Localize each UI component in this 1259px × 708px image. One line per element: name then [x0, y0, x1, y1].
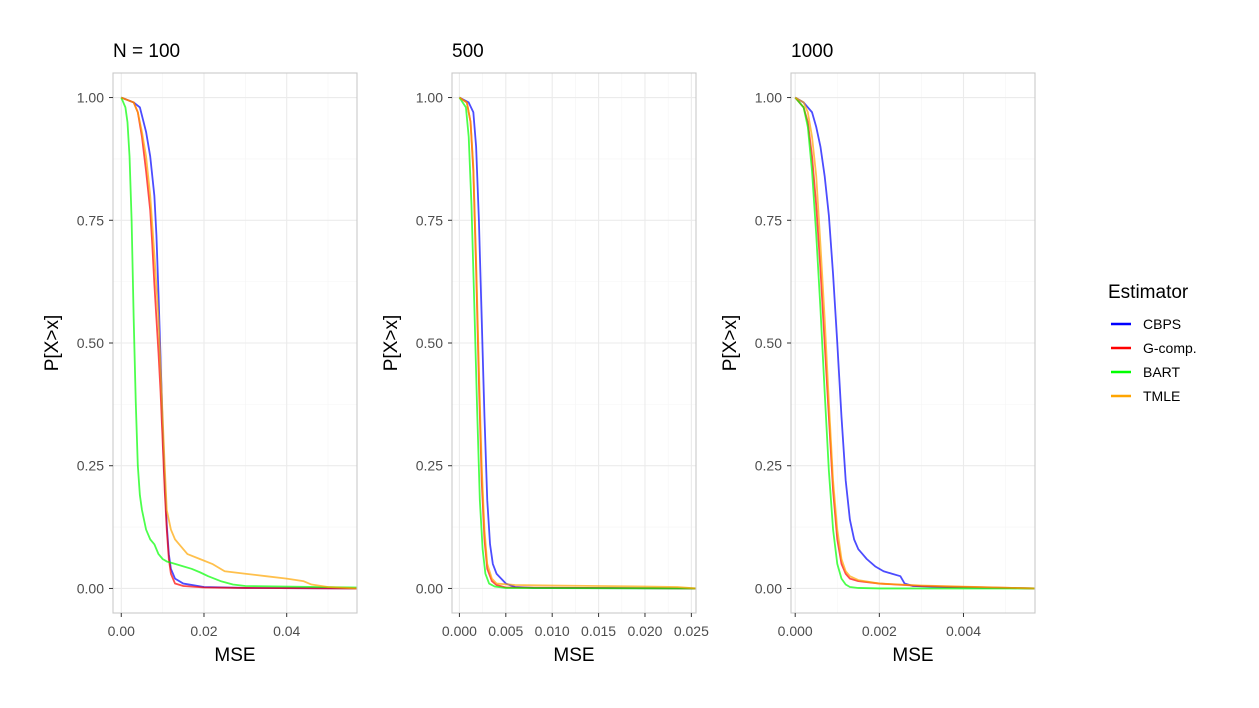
y-tick-label: 0.00: [77, 580, 104, 596]
x-tick-label: 0.020: [627, 623, 662, 639]
x-tick-label: 0.010: [535, 623, 570, 639]
x-tick-label: 0.025: [674, 623, 709, 639]
series-group: [794, 96, 1035, 590]
panel-title: 500: [452, 41, 484, 62]
x-tick-label: 0.005: [488, 623, 523, 639]
series-line-bart: [794, 96, 1035, 590]
series-line-bart: [120, 97, 357, 589]
x-tick-label: 0.00: [108, 623, 135, 639]
y-tick-label: 1.00: [416, 90, 443, 106]
panel-1: 0.00 0.25 0.50 0.75 1.00 0.00 0.02 0.04 N = 100 M…: [42, 41, 358, 666]
panel-3: 0.00 0.25 0.50 0.75 1.00 0.000 0.002 0.004 1000 M…: [720, 41, 1036, 666]
y-tick-label: 0.50: [77, 335, 104, 351]
y-axis-label: P[X>x]: [381, 315, 402, 372]
x-axis-label: MSE: [892, 645, 933, 666]
y-tick-label: 0.25: [77, 458, 104, 474]
y-tick-label: 0.25: [755, 458, 782, 474]
panel-title: 1000: [791, 41, 833, 62]
legend-item: G-comp.: [1111, 340, 1197, 356]
x-tick-label: 0.002: [862, 623, 897, 639]
legend-label: BART: [1143, 364, 1181, 380]
y-tick-label: 0.25: [416, 458, 443, 474]
series-line-tmle: [794, 96, 1035, 590]
y-tick-label: 0.50: [416, 335, 443, 351]
x-tick-label: 0.000: [442, 623, 477, 639]
x-tick-label: 0.04: [273, 623, 300, 639]
legend: Estimator CBPS G-comp. BART TMLE: [1108, 282, 1197, 404]
legend-items: CBPS G-comp. BART TMLE: [1111, 316, 1197, 404]
x-axis-label: MSE: [214, 645, 255, 666]
x-axis-label: MSE: [553, 645, 594, 666]
series-group: [458, 96, 696, 590]
y-tick-label: 0.75: [77, 212, 104, 228]
y-tick-label: 0.00: [416, 580, 443, 596]
legend-item: CBPS: [1111, 316, 1181, 332]
legend-label: G-comp.: [1143, 340, 1197, 356]
legend-label: TMLE: [1143, 388, 1180, 404]
legend-title: Estimator: [1108, 282, 1189, 303]
legend-label: CBPS: [1143, 316, 1181, 332]
grid: [791, 73, 1035, 613]
panel-2: 0.00 0.25 0.50 0.75 1.00 0.000 0.005 0.010 0.015…: [381, 41, 709, 666]
x-tick-label: 0.02: [190, 623, 217, 639]
grid: [113, 73, 357, 613]
y-tick-label: 0.50: [755, 335, 782, 351]
series-line-tmle: [120, 96, 357, 590]
series-line-tmle: [458, 96, 696, 590]
series-line-gcomp: [120, 96, 357, 590]
panels: 0.00 0.25 0.50 0.75 1.00 0.00 0.02 0.04 N = 100 M…: [42, 41, 1036, 666]
x-tick-label: 0.015: [581, 623, 616, 639]
y-tick-label: 1.00: [77, 90, 104, 106]
legend-item: BART: [1111, 364, 1181, 380]
legend-item: TMLE: [1111, 388, 1180, 404]
y-axis-label: P[X>x]: [42, 315, 63, 372]
y-tick-label: 0.00: [755, 580, 782, 596]
series-line-cbps: [794, 96, 1035, 590]
x-tick-label: 0.004: [946, 623, 981, 639]
x-tick-label: 0.000: [778, 623, 813, 639]
y-tick-label: 0.75: [755, 212, 782, 228]
panel-title: N = 100: [113, 41, 180, 62]
series-group: [120, 96, 357, 590]
y-axis-label: P[X>x]: [720, 315, 741, 372]
series-line-bart: [458, 97, 696, 590]
y-tick-label: 0.75: [416, 212, 443, 228]
y-tick-label: 1.00: [755, 90, 782, 106]
